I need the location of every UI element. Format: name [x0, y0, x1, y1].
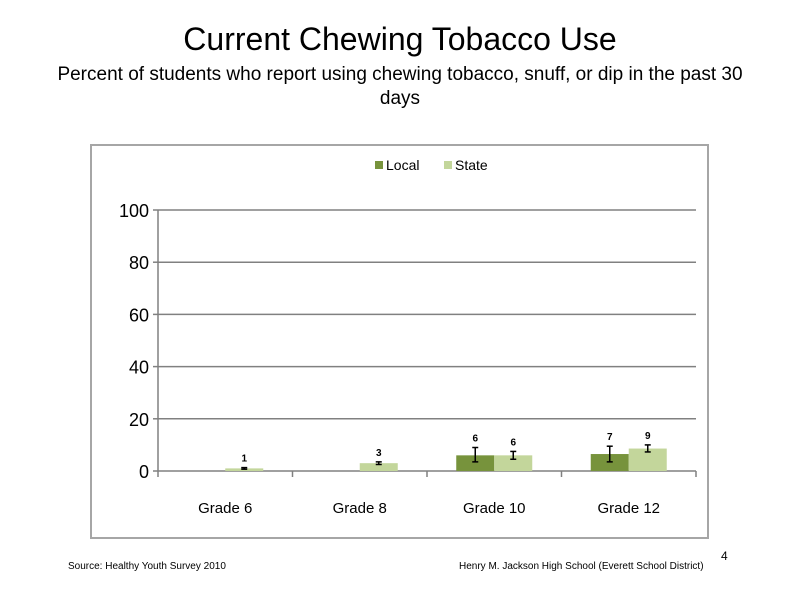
data-labels: 6 7 1 3 6 9 — [241, 431, 651, 465]
legend-swatch-local — [375, 161, 383, 169]
bar-state — [359, 463, 398, 471]
bar-state — [628, 448, 667, 471]
y-tick-label: 80 — [129, 253, 149, 273]
legend-swatch-state — [444, 161, 452, 169]
chart-subtitle: Percent of students who report using che… — [57, 64, 743, 109]
bars — [225, 444, 667, 471]
x-tick-label: Grade 12 — [597, 500, 660, 517]
data-label: 3 — [376, 448, 382, 459]
data-label: 7 — [607, 432, 613, 443]
legend: Local State — [375, 157, 488, 173]
y-tick-label: 40 — [129, 358, 149, 378]
legend-label: State — [455, 157, 488, 173]
chart-frame — [90, 144, 709, 539]
footer-source: Source: Healthy Youth Survey 2010 — [68, 561, 226, 572]
footer-school: Henry M. Jackson High School (Everett Sc… — [459, 561, 704, 572]
x-tick-label: Grade 10 — [463, 500, 526, 517]
bar-state — [494, 455, 533, 471]
legend-label: Local — [386, 157, 419, 173]
y-tick-label: 100 — [119, 201, 149, 221]
y-tick-label: 20 — [129, 410, 149, 430]
data-label: 9 — [645, 431, 651, 442]
axes: 0 20 40 60 80 100 Grade 6 Grade 8 Grade 10 Grade … — [119, 201, 697, 517]
page-number: 4 — [721, 549, 728, 563]
data-label: 1 — [241, 454, 247, 465]
data-label: 6 — [510, 437, 516, 448]
x-tick-label: Grade 6 — [198, 500, 252, 517]
chart-title: Current Chewing Tobacco Use — [183, 21, 617, 57]
y-tick-label: 0 — [139, 462, 149, 482]
gridlines — [158, 209, 696, 420]
bar-local — [456, 455, 495, 471]
x-tick-label: Grade 8 — [333, 500, 387, 517]
data-label: 6 — [472, 434, 478, 445]
y-tick-label: 60 — [129, 305, 149, 325]
